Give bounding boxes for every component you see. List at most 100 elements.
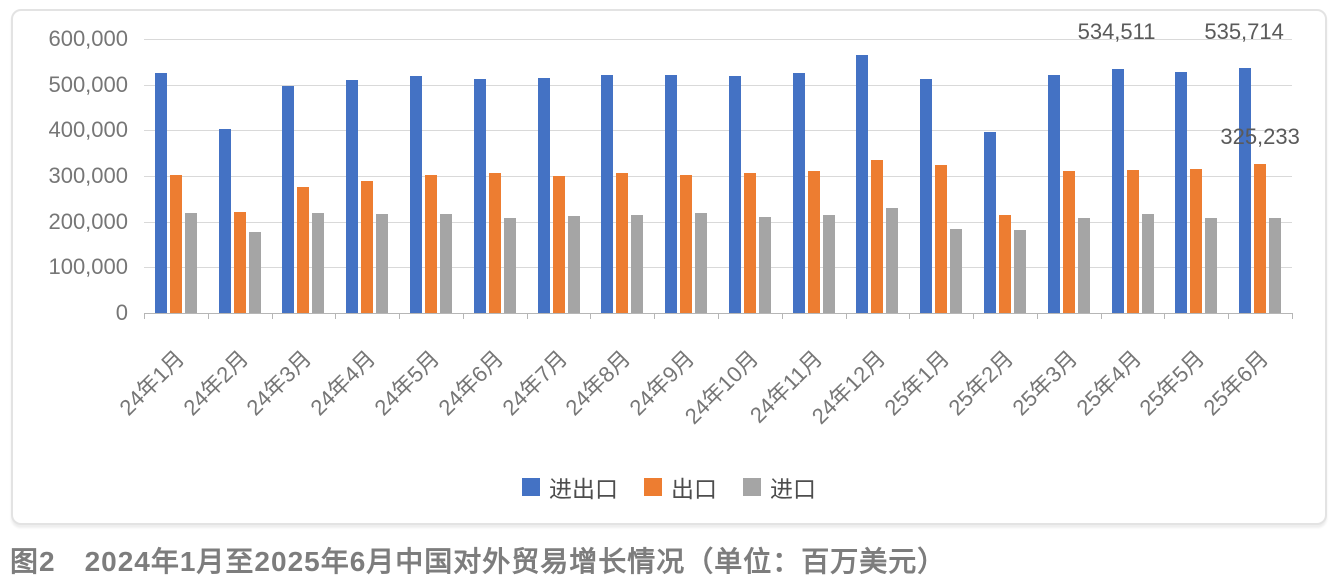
- axis-tick: [399, 313, 401, 319]
- bar-total-2: [218, 129, 231, 313]
- axis-tick: [207, 313, 209, 319]
- x-axis-label: 24年7月: [497, 345, 572, 421]
- y-axis-tick-label: 200,000: [48, 208, 128, 234]
- bar-total-7: [537, 78, 550, 313]
- legend-item-total: 进出口: [522, 470, 618, 504]
- axis-tick: [590, 313, 592, 319]
- bar-export-11: [807, 171, 820, 313]
- axis-tick: [1036, 313, 1038, 319]
- x-axis-label: 24年8月: [560, 345, 636, 421]
- bar-export-6: [488, 173, 501, 313]
- axis-tick: [1100, 313, 1102, 319]
- bar-export-8: [616, 172, 629, 313]
- x-axis-label: 25年6月: [1198, 345, 1274, 421]
- figure-caption: 图2 2024年1月至2025年6月中国对外贸易增长情况（单位：百万美元）: [10, 546, 947, 577]
- bar-export-4: [361, 180, 374, 313]
- bar-import-13: [950, 228, 963, 313]
- axis-tick: [144, 313, 145, 319]
- bar-export-15: [1062, 170, 1075, 313]
- bar-total-8: [601, 75, 614, 313]
- y-axis-tick-label: 100,000: [48, 254, 128, 280]
- x-axis-label: 25年3月: [1007, 345, 1082, 421]
- x-axis-label: 24年1月: [114, 345, 190, 421]
- bar-import-11: [822, 215, 835, 313]
- bar-total-14: [984, 132, 996, 313]
- legend-swatch-export: [644, 478, 662, 496]
- axis-tick: [1164, 313, 1166, 319]
- x-axis-label: 25年2月: [943, 345, 1019, 421]
- legend-item-export: 出口: [644, 470, 717, 504]
- axis-tick: [1292, 313, 1293, 319]
- x-axis-label: 24年5月: [369, 345, 445, 421]
- data-label-total-18: 535,714: [1204, 19, 1284, 44]
- bar-import-9: [695, 212, 708, 313]
- legend-item-import: 进口: [743, 470, 816, 504]
- x-axis-label: 24年3月: [241, 345, 317, 421]
- axis-tick: [526, 313, 528, 319]
- gridline: [144, 221, 1292, 223]
- axis-tick: [462, 313, 464, 319]
- axis-tick: [973, 313, 975, 319]
- x-axis-label: 24年2月: [178, 345, 253, 421]
- gridline: [144, 267, 1292, 269]
- bar-export-12: [871, 160, 884, 313]
- bar-import-18: [1269, 218, 1282, 313]
- bar-total-17: [1175, 71, 1188, 313]
- bar-total-3: [282, 86, 295, 313]
- bar-total-5: [410, 76, 422, 313]
- bar-total-15: [1047, 74, 1060, 313]
- bar-total-12: [856, 54, 869, 313]
- gridline: [144, 176, 1292, 177]
- bar-total-9: [665, 74, 678, 313]
- bar-import-1: [184, 213, 197, 313]
- gridline: [144, 130, 1292, 132]
- bar-import-5: [440, 213, 452, 313]
- y-axis-tick-label: 300,000: [48, 163, 128, 188]
- bar-export-1: [169, 174, 182, 313]
- x-axis-label: 25年4月: [1071, 345, 1146, 421]
- bar-export-7: [552, 176, 565, 313]
- axis-tick: [845, 313, 847, 319]
- bar-import-3: [312, 212, 325, 313]
- bar-total-4: [346, 80, 359, 313]
- bar-export-5: [425, 175, 437, 313]
- axis-tick: [271, 313, 273, 319]
- bar-total-1: [154, 73, 167, 313]
- axis-tick: [654, 313, 656, 319]
- bar-total-13: [920, 78, 933, 313]
- x-axis-label: 25年5月: [1134, 345, 1210, 421]
- bar-export-18: [1254, 164, 1267, 313]
- gridline: [144, 84, 1292, 86]
- bar-export-3: [297, 186, 310, 313]
- bar-export-16: [1126, 170, 1139, 313]
- bar-import-12: [886, 207, 899, 313]
- chart-legend: 进出口 出口 进口: [11, 470, 1327, 504]
- bar-export-13: [935, 165, 948, 313]
- data-label-export-18: 325,233: [1220, 124, 1300, 149]
- y-axis-tick-label: 500,000: [48, 71, 128, 97]
- bar-import-17: [1205, 217, 1218, 313]
- bar-total-10: [728, 75, 741, 313]
- axis-tick: [909, 313, 911, 319]
- y-axis-tick-label: 0: [115, 300, 128, 325]
- data-label-total-16: 534,511: [1077, 19, 1156, 44]
- bar-total-11: [792, 73, 805, 313]
- bar-export-9: [680, 174, 693, 313]
- gridline: [144, 39, 1292, 40]
- bar-total-16: [1111, 68, 1124, 313]
- x-axis-label: 25年1月: [879, 345, 955, 421]
- y-axis-tick-label: 600,000: [48, 26, 128, 51]
- axis-tick: [1228, 313, 1230, 319]
- axis-tick: [718, 313, 719, 319]
- y-axis-tick-label: 400,000: [48, 117, 128, 143]
- legend-swatch-import: [743, 478, 761, 496]
- axis-tick: [335, 313, 337, 319]
- legend-label-export: 出口: [671, 476, 717, 502]
- bar-import-6: [503, 218, 516, 313]
- bar-import-15: [1077, 217, 1090, 313]
- x-axis-label: 24年6月: [433, 345, 508, 421]
- bar-export-17: [1190, 168, 1203, 313]
- bar-import-2: [248, 231, 261, 313]
